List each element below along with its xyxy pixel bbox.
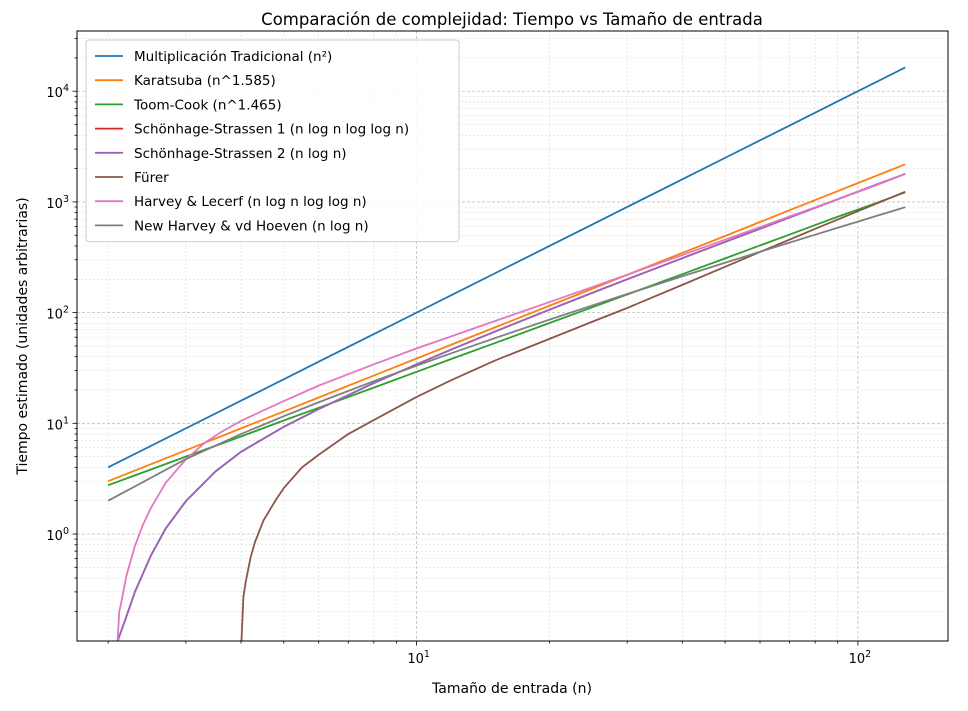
x-tick-label: 101 <box>407 649 430 667</box>
series-line-6 <box>240 190 906 641</box>
x-tick-label: 102 <box>849 649 872 667</box>
plot-frame <box>76 30 949 642</box>
legend: Multiplicación Tradicional (n²) Karatsuba… <box>85 39 460 243</box>
y-tick-label: 100 <box>46 526 69 544</box>
y-axis-title: Tiempo estimado (unidades arbitrarias) <box>15 197 31 475</box>
series-lines <box>107 66 906 641</box>
series-line-8 <box>107 206 906 502</box>
axis-ticks: 101 102 100 101 102 103 104 <box>46 38 871 667</box>
series-line-3 <box>107 191 906 487</box>
legend-label: Schönhage-Strassen 2 (n log n) <box>134 146 347 162</box>
series-line-2 <box>107 163 906 483</box>
legend-label: Schönhage-Strassen 1 (n log n log log n) <box>134 122 409 138</box>
legend-box <box>85 39 460 243</box>
legend-label: New Harvey & vd Hoeven (n log n) <box>134 218 369 234</box>
series-line-7 <box>116 173 906 641</box>
y-tick-label: 102 <box>46 305 69 323</box>
y-tick-label: 103 <box>46 194 69 212</box>
legend-label: Toom-Cook (n^1.465) <box>133 97 282 113</box>
chart-title: Comparación de complejidad: Tiempo vs Ta… <box>261 10 763 29</box>
y-tick-label: 101 <box>46 415 69 433</box>
series-line-1 <box>107 66 906 469</box>
x-axis-title: Tamaño de entrada (n) <box>431 681 592 697</box>
legend-label: Harvey & Lecerf (n log n log log n) <box>134 194 367 210</box>
y-tick-label: 104 <box>46 83 69 101</box>
legend-label: Multiplicación Tradicional (n²) <box>134 49 332 65</box>
legend-label: Fürer <box>134 170 169 186</box>
legend-label: Karatsuba (n^1.585) <box>134 73 276 89</box>
